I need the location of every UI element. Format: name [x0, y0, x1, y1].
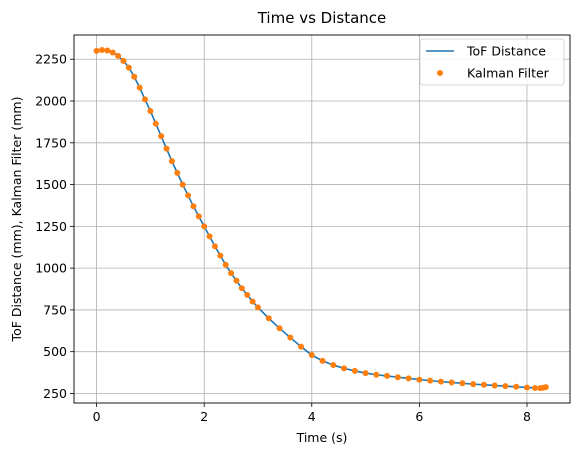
kalman-filter-point: [319, 357, 326, 364]
kalman-filter-point: [206, 233, 213, 240]
kalman-filter-point: [168, 158, 175, 165]
y-axis-label: ToF Distance (mm), Kalman Filter (mm): [9, 97, 24, 343]
kalman-filter-point: [93, 47, 100, 54]
kalman-filter-point: [384, 372, 391, 379]
kalman-filter-point: [276, 325, 283, 332]
kalman-filter-point: [98, 47, 105, 54]
y-tick-label: 750: [43, 302, 67, 317]
x-axis-label: Time (s): [296, 430, 348, 445]
kalman-filter-point: [502, 383, 509, 390]
kalman-filter-point: [373, 371, 380, 378]
kalman-filter-point: [362, 370, 369, 377]
x-axis-ticks: 0 2 4 6 8: [93, 403, 531, 424]
y-tick-label: 2250: [35, 52, 67, 67]
x-tick-label: 4: [308, 409, 316, 424]
x-tick-label: 6: [415, 409, 423, 424]
grid-lines: [74, 35, 570, 403]
kalman-filter-point: [190, 203, 197, 210]
kalman-filter-point: [222, 261, 229, 268]
legend-label-kalman: Kalman Filter: [467, 66, 550, 81]
y-tick-label: 1500: [35, 177, 67, 192]
x-tick-label: 0: [93, 409, 101, 424]
kalman-filter-point: [179, 181, 186, 188]
kalman-filter-point: [147, 108, 154, 115]
kalman-filter-point: [201, 223, 208, 230]
kalman-filter-point: [523, 384, 530, 391]
kalman-filter-point: [542, 384, 549, 391]
kalman-filter-point: [437, 378, 444, 385]
kalman-filter-point: [341, 365, 348, 372]
y-tick-label: 500: [43, 344, 67, 359]
kalman-filter-point: [211, 243, 218, 250]
kalman-filter-point: [158, 133, 165, 140]
kalman-filter-point: [459, 380, 466, 387]
legend: ToF Distance Kalman Filter: [419, 38, 565, 86]
kalman-filter-point: [330, 362, 337, 369]
kalman-filter-point: [217, 252, 224, 259]
x-tick-label: 2: [200, 409, 208, 424]
kalman-filter-point: [233, 277, 240, 284]
kalman-filter-point: [287, 334, 294, 341]
kalman-filter-point: [238, 285, 245, 292]
legend-marker-swatch: [437, 70, 443, 76]
y-tick-label: 250: [43, 386, 67, 401]
kalman-filter-point: [152, 120, 159, 127]
kalman-filter-point: [427, 377, 434, 384]
kalman-filter-point: [185, 192, 192, 199]
y-axis-ticks: 250 500 750 1000 1250 1500 1750 2000 2250: [35, 52, 74, 401]
plot-area: [93, 47, 549, 392]
kalman-filter-point: [142, 96, 149, 103]
y-tick-label: 1750: [35, 135, 67, 150]
x-tick-label: 8: [523, 409, 531, 424]
kalman-filter-point: [120, 57, 127, 64]
kalman-filter-point: [244, 291, 251, 298]
kalman-filter-point: [249, 298, 256, 305]
kalman-filter-point: [491, 382, 498, 389]
y-tick-label: 1000: [35, 261, 67, 276]
kalman-filter-point: [131, 73, 138, 80]
kalman-filter-point: [480, 381, 487, 388]
kalman-filter-point: [532, 384, 539, 391]
kalman-filter-point: [163, 145, 170, 152]
y-tick-label: 1250: [35, 219, 67, 234]
legend-label-tof: ToF Distance: [466, 44, 546, 59]
kalman-filter-point: [351, 367, 358, 374]
kalman-filter-point: [136, 84, 143, 91]
kalman-filter-point: [254, 304, 261, 311]
plot-frame: [73, 34, 571, 404]
kalman-filter-point: [109, 49, 116, 56]
kalman-filter-point: [470, 381, 477, 388]
kalman-filter-point: [125, 64, 132, 71]
chart-title: Time vs Distance: [257, 9, 387, 27]
kalman-filter-point: [308, 352, 315, 359]
kalman-filter-point: [115, 52, 122, 59]
kalman-filter-point: [174, 169, 181, 176]
y-tick-label: 2000: [35, 94, 67, 109]
kalman-filter-point: [394, 374, 401, 381]
kalman-filter-point: [104, 47, 111, 54]
kalman-filter-point: [298, 343, 305, 350]
kalman-filter-point: [513, 383, 520, 390]
kalman-filter-point: [448, 379, 455, 386]
kalman-filter-point: [405, 375, 412, 382]
kalman-filter-point: [416, 376, 423, 383]
kalman-filter-point: [195, 213, 202, 220]
kalman-filter-point: [228, 270, 235, 277]
legend-box: [419, 38, 565, 86]
kalman-filter-point: [265, 315, 272, 322]
